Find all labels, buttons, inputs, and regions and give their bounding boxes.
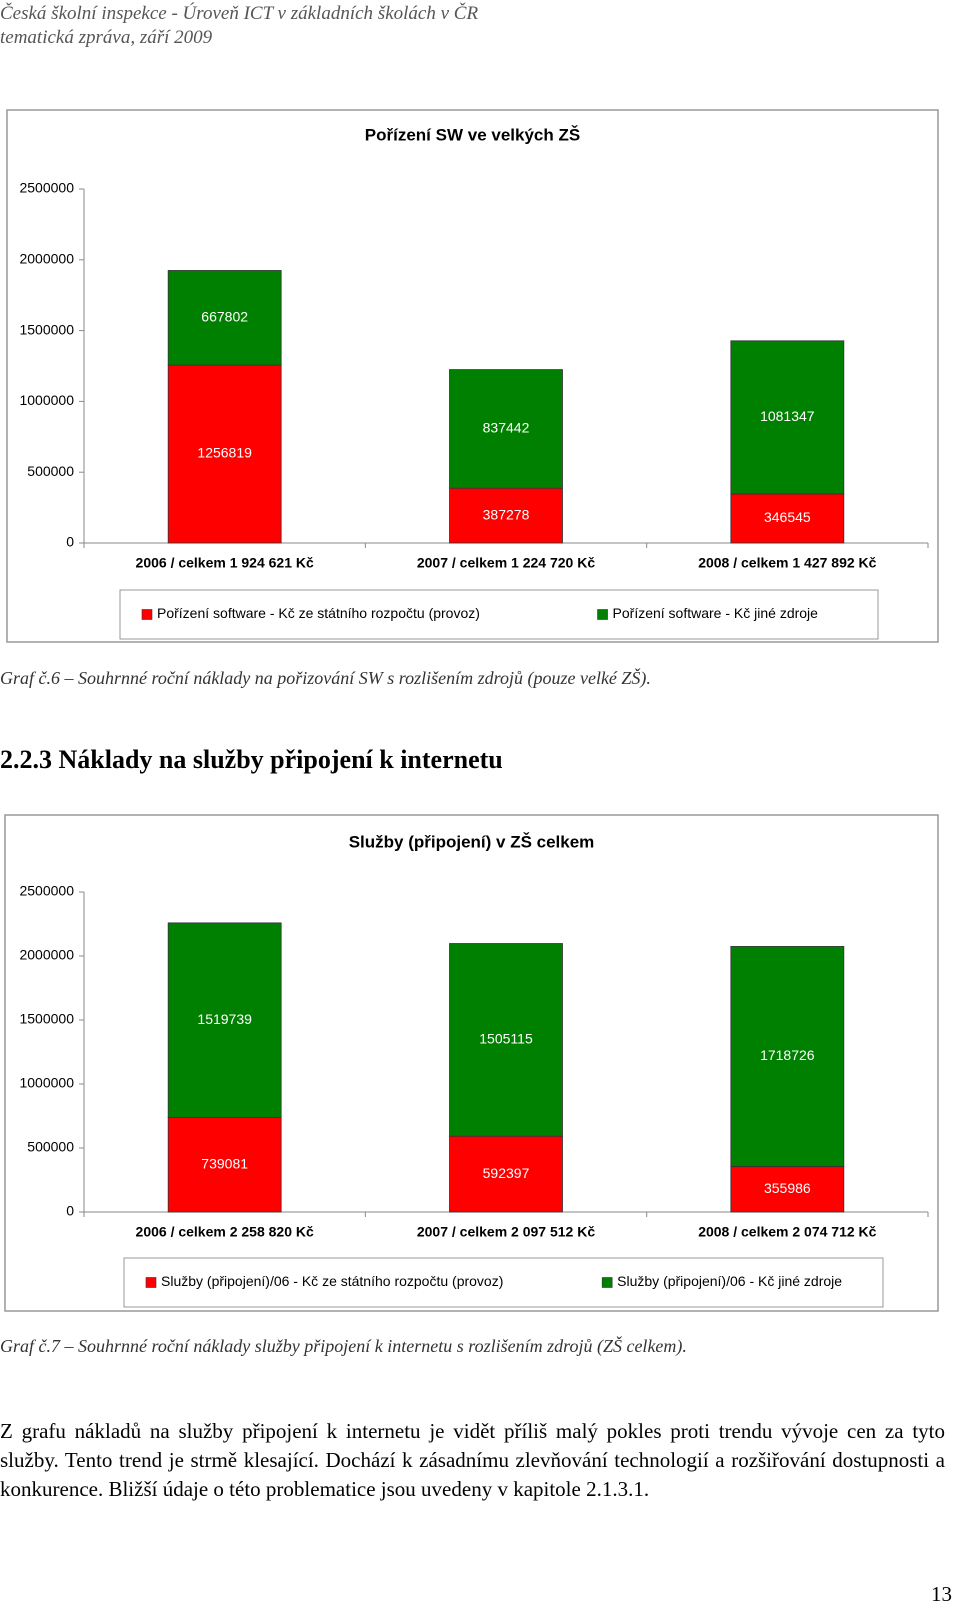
- bar-segment: [449, 487, 563, 544]
- legend-label: Služby (připojení)/06 - Kč ze státního r…: [161, 1273, 503, 1289]
- y-tick-label: 1500000: [19, 1011, 74, 1027]
- x-tick-label: 2007 / celkem 1 224 720 Kč: [417, 555, 595, 571]
- bar-segment: [167, 364, 282, 544]
- y-tick-label: 2500000: [19, 180, 74, 196]
- data-label: 346545: [764, 509, 811, 525]
- data-label: 1505115: [479, 1031, 533, 1047]
- y-tick-label: 500000: [27, 463, 74, 479]
- bar-segment: [449, 1135, 563, 1213]
- legend-label: Služby (připojení)/06 - Kč jiné zdroje: [617, 1273, 842, 1289]
- bar-segment: [730, 946, 845, 1167]
- data-label: 1081347: [760, 408, 815, 424]
- legend-box: [123, 1257, 884, 1308]
- y-tick-label: 500000: [27, 1139, 74, 1155]
- bar-segment: [730, 340, 845, 495]
- data-label: 592397: [483, 1165, 530, 1181]
- x-tick-label: 2006 / celkem 1 924 621 Kč: [136, 555, 314, 571]
- bar-segment: [167, 922, 282, 1118]
- data-label: 837442: [483, 420, 530, 436]
- data-label: 667802: [201, 308, 248, 324]
- bar-segment: [449, 943, 563, 1137]
- paragraph: Z grafu nákladů na služby připojení k in…: [0, 1419, 945, 1501]
- section-heading: 2.2.3 Náklady na služby připojení k inte…: [0, 745, 503, 774]
- caption: Graf č.6 – Souhrnné roční náklady na poř…: [0, 668, 651, 688]
- chart-title: Pořízení SW ve velkých ZŠ: [365, 125, 580, 144]
- y-tick-label: 1500000: [19, 321, 74, 337]
- y-tick-label: 0: [66, 1203, 74, 1219]
- x-tick-label: 2008 / celkem 2 074 712 Kč: [698, 1224, 876, 1240]
- page-number: 13: [931, 1582, 952, 1606]
- y-tick-label: 1000000: [19, 392, 74, 408]
- x-tick-label: 2006 / celkem 2 258 820 Kč: [136, 1224, 314, 1240]
- legend-box: [119, 589, 879, 640]
- y-tick-label: 0: [66, 534, 74, 550]
- data-label: 1256819: [197, 445, 252, 461]
- x-tick-label: 2008 / celkem 1 427 892 Kč: [698, 555, 876, 571]
- data-label: 739081: [201, 1155, 248, 1171]
- legend-label: Pořízení software - Kč jiné zdroje: [613, 605, 819, 621]
- y-tick-label: 2500000: [19, 883, 74, 899]
- header-line: tematická zpráva, září 2009: [0, 27, 213, 48]
- y-tick-label: 1000000: [19, 1075, 74, 1091]
- data-label: 355986: [764, 1180, 811, 1196]
- data-label: 387278: [483, 506, 530, 522]
- x-tick-label: 2007 / celkem 2 097 512 Kč: [417, 1224, 595, 1240]
- data-label: 1519739: [197, 1011, 252, 1027]
- chart-title: Služby (připojení) v ZŠ celkem: [349, 832, 595, 851]
- legend-swatch: [145, 1277, 157, 1288]
- legend-swatch: [141, 609, 153, 620]
- legend-label: Pořízení software - Kč ze státního rozpo…: [157, 605, 480, 621]
- caption: Graf č.7 – Souhrnné roční náklady služby…: [0, 1336, 687, 1356]
- legend-swatch: [601, 1277, 613, 1288]
- bar-segment: [167, 270, 282, 366]
- data-label: 1718726: [760, 1047, 815, 1063]
- header-line: Česká školní inspekce - Úroveň ICT v zák…: [0, 3, 479, 24]
- bar-segment: [449, 369, 563, 489]
- legend-swatch: [597, 609, 608, 620]
- y-tick-label: 2000000: [19, 251, 74, 267]
- y-tick-label: 2000000: [19, 947, 74, 963]
